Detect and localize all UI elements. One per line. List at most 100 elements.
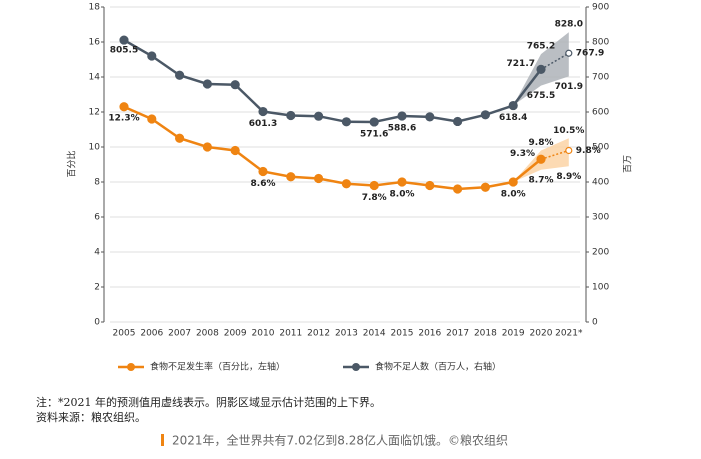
point (508, 177, 518, 187)
point (480, 182, 490, 192)
upper-label: 9.8% (529, 138, 554, 148)
y-tick-label: 10 (89, 143, 101, 153)
legend-marker (352, 363, 360, 371)
y2-tick-label: 400 (592, 178, 609, 188)
legend-label: 食物不足发生率（百分比，左轴） (150, 361, 285, 373)
point (175, 133, 185, 143)
lower-label: 701.9 (555, 82, 583, 92)
point (480, 110, 490, 120)
y-tick-label: 14 (89, 73, 101, 83)
point (565, 146, 573, 155)
x-tick-label: 2021* (555, 329, 583, 339)
point (286, 172, 296, 182)
y2-tick-label: 900 (592, 3, 609, 13)
value-label: 8.6% (251, 179, 276, 189)
y2-tick-label: 700 (592, 73, 609, 83)
point (536, 154, 546, 164)
y-tick-label: 16 (89, 38, 101, 48)
upper-label: 765.2 (527, 42, 555, 52)
point (258, 166, 268, 177)
series-line (123, 38, 542, 124)
point (314, 173, 324, 184)
legend-marker (127, 363, 135, 371)
y-tick-label: 18 (89, 3, 101, 13)
point (397, 111, 407, 121)
value-label: 571.6 (360, 129, 388, 139)
point (147, 114, 157, 124)
point (425, 112, 435, 122)
value-label: 8.0% (390, 190, 415, 200)
y-tick-label: 6 (94, 213, 100, 223)
y2-tick-label: 600 (592, 108, 609, 118)
value-label: 618.4 (499, 113, 527, 123)
value-label: 805.5 (110, 46, 138, 56)
point (397, 177, 407, 187)
value-label: 9.8% (576, 146, 601, 156)
value-label: 601.3 (249, 119, 277, 129)
x-tick-label: 2017 (446, 329, 469, 339)
point (286, 110, 296, 121)
point (341, 179, 351, 189)
x-tick-label: 2020 (530, 329, 553, 339)
x-tick-label: 2011 (279, 329, 302, 339)
point (369, 117, 379, 127)
y2-tick-label: 500 (592, 143, 609, 153)
point (230, 80, 240, 90)
forecast-line (540, 149, 570, 160)
value-label: 721.7 (507, 59, 535, 69)
x-tick-label: 2014 (363, 329, 386, 339)
x-tick-label: 2019 (502, 329, 525, 339)
point (314, 111, 324, 121)
note: 注：*2021 年的预测值用虚线表示。阴影区域显示估计范围的上下界。 (36, 395, 381, 409)
point (425, 180, 435, 191)
x-tick-label: 2007 (168, 329, 191, 339)
legend-label: 食物不足人数（百万人，右轴） (375, 361, 501, 373)
upper-label: 828.0 (555, 20, 583, 30)
x-tick-label: 2006 (140, 329, 163, 339)
point (202, 79, 212, 89)
point (453, 184, 463, 194)
point (565, 49, 573, 57)
value-label: 8.0% (501, 190, 526, 200)
value-label: 12.3% (108, 113, 139, 123)
lower-label: 8.9% (556, 172, 581, 182)
lower-label: 675.5 (527, 91, 555, 101)
y-axis-label: 百分比 (66, 150, 78, 177)
point (119, 102, 129, 112)
y2-axis-label: 百万 (623, 155, 634, 173)
y2-tick-label: 300 (592, 213, 609, 223)
point (202, 142, 212, 152)
x-tick-label: 2009 (224, 329, 247, 339)
x-tick-label: 2016 (418, 329, 441, 339)
y2-tick-label: 200 (592, 248, 609, 258)
forecast-line (540, 52, 570, 71)
y-tick-label: 8 (94, 178, 100, 188)
caption-marker (161, 434, 164, 446)
y-tick-label: 4 (94, 248, 100, 258)
point (258, 106, 268, 117)
point (175, 70, 185, 80)
x-tick-label: 2015 (391, 329, 414, 339)
y-tick-label: 0 (94, 318, 100, 328)
caption: 2021年，全世界共有7.02亿到8.28亿人面临饥饿。©粮农组织 (172, 433, 508, 448)
value-label: 9.3% (510, 149, 535, 159)
point (341, 117, 351, 127)
y2-tick-label: 800 (592, 38, 609, 48)
upper-label: 10.5% (553, 126, 584, 136)
x-tick-label: 2010 (252, 329, 275, 339)
point (536, 64, 546, 75)
x-tick-label: 2018 (474, 329, 497, 339)
x-tick-label: 2008 (196, 329, 219, 339)
point (453, 116, 463, 127)
point (508, 100, 518, 111)
y-tick-label: 2 (94, 283, 100, 293)
y-tick-label: 12 (89, 108, 100, 118)
lower-label: 8.7% (529, 175, 554, 185)
value-label: 7.8% (362, 193, 387, 203)
source: 资料来源：粮农组织。 (36, 410, 146, 424)
x-tick-label: 2005 (113, 329, 136, 339)
y2-tick-label: 100 (592, 283, 609, 293)
series-line (123, 105, 542, 191)
value-label: 767.9 (576, 49, 604, 59)
